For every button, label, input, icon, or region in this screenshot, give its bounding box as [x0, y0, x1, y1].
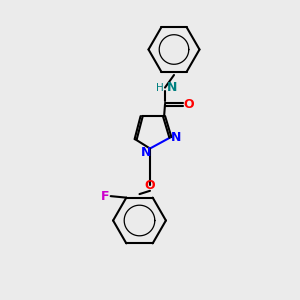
- Text: N: N: [171, 131, 181, 144]
- Text: H: H: [156, 82, 164, 93]
- Text: N: N: [167, 81, 177, 94]
- Text: N: N: [141, 146, 152, 159]
- Text: O: O: [145, 179, 155, 192]
- Text: O: O: [183, 98, 194, 111]
- Text: F: F: [101, 190, 110, 202]
